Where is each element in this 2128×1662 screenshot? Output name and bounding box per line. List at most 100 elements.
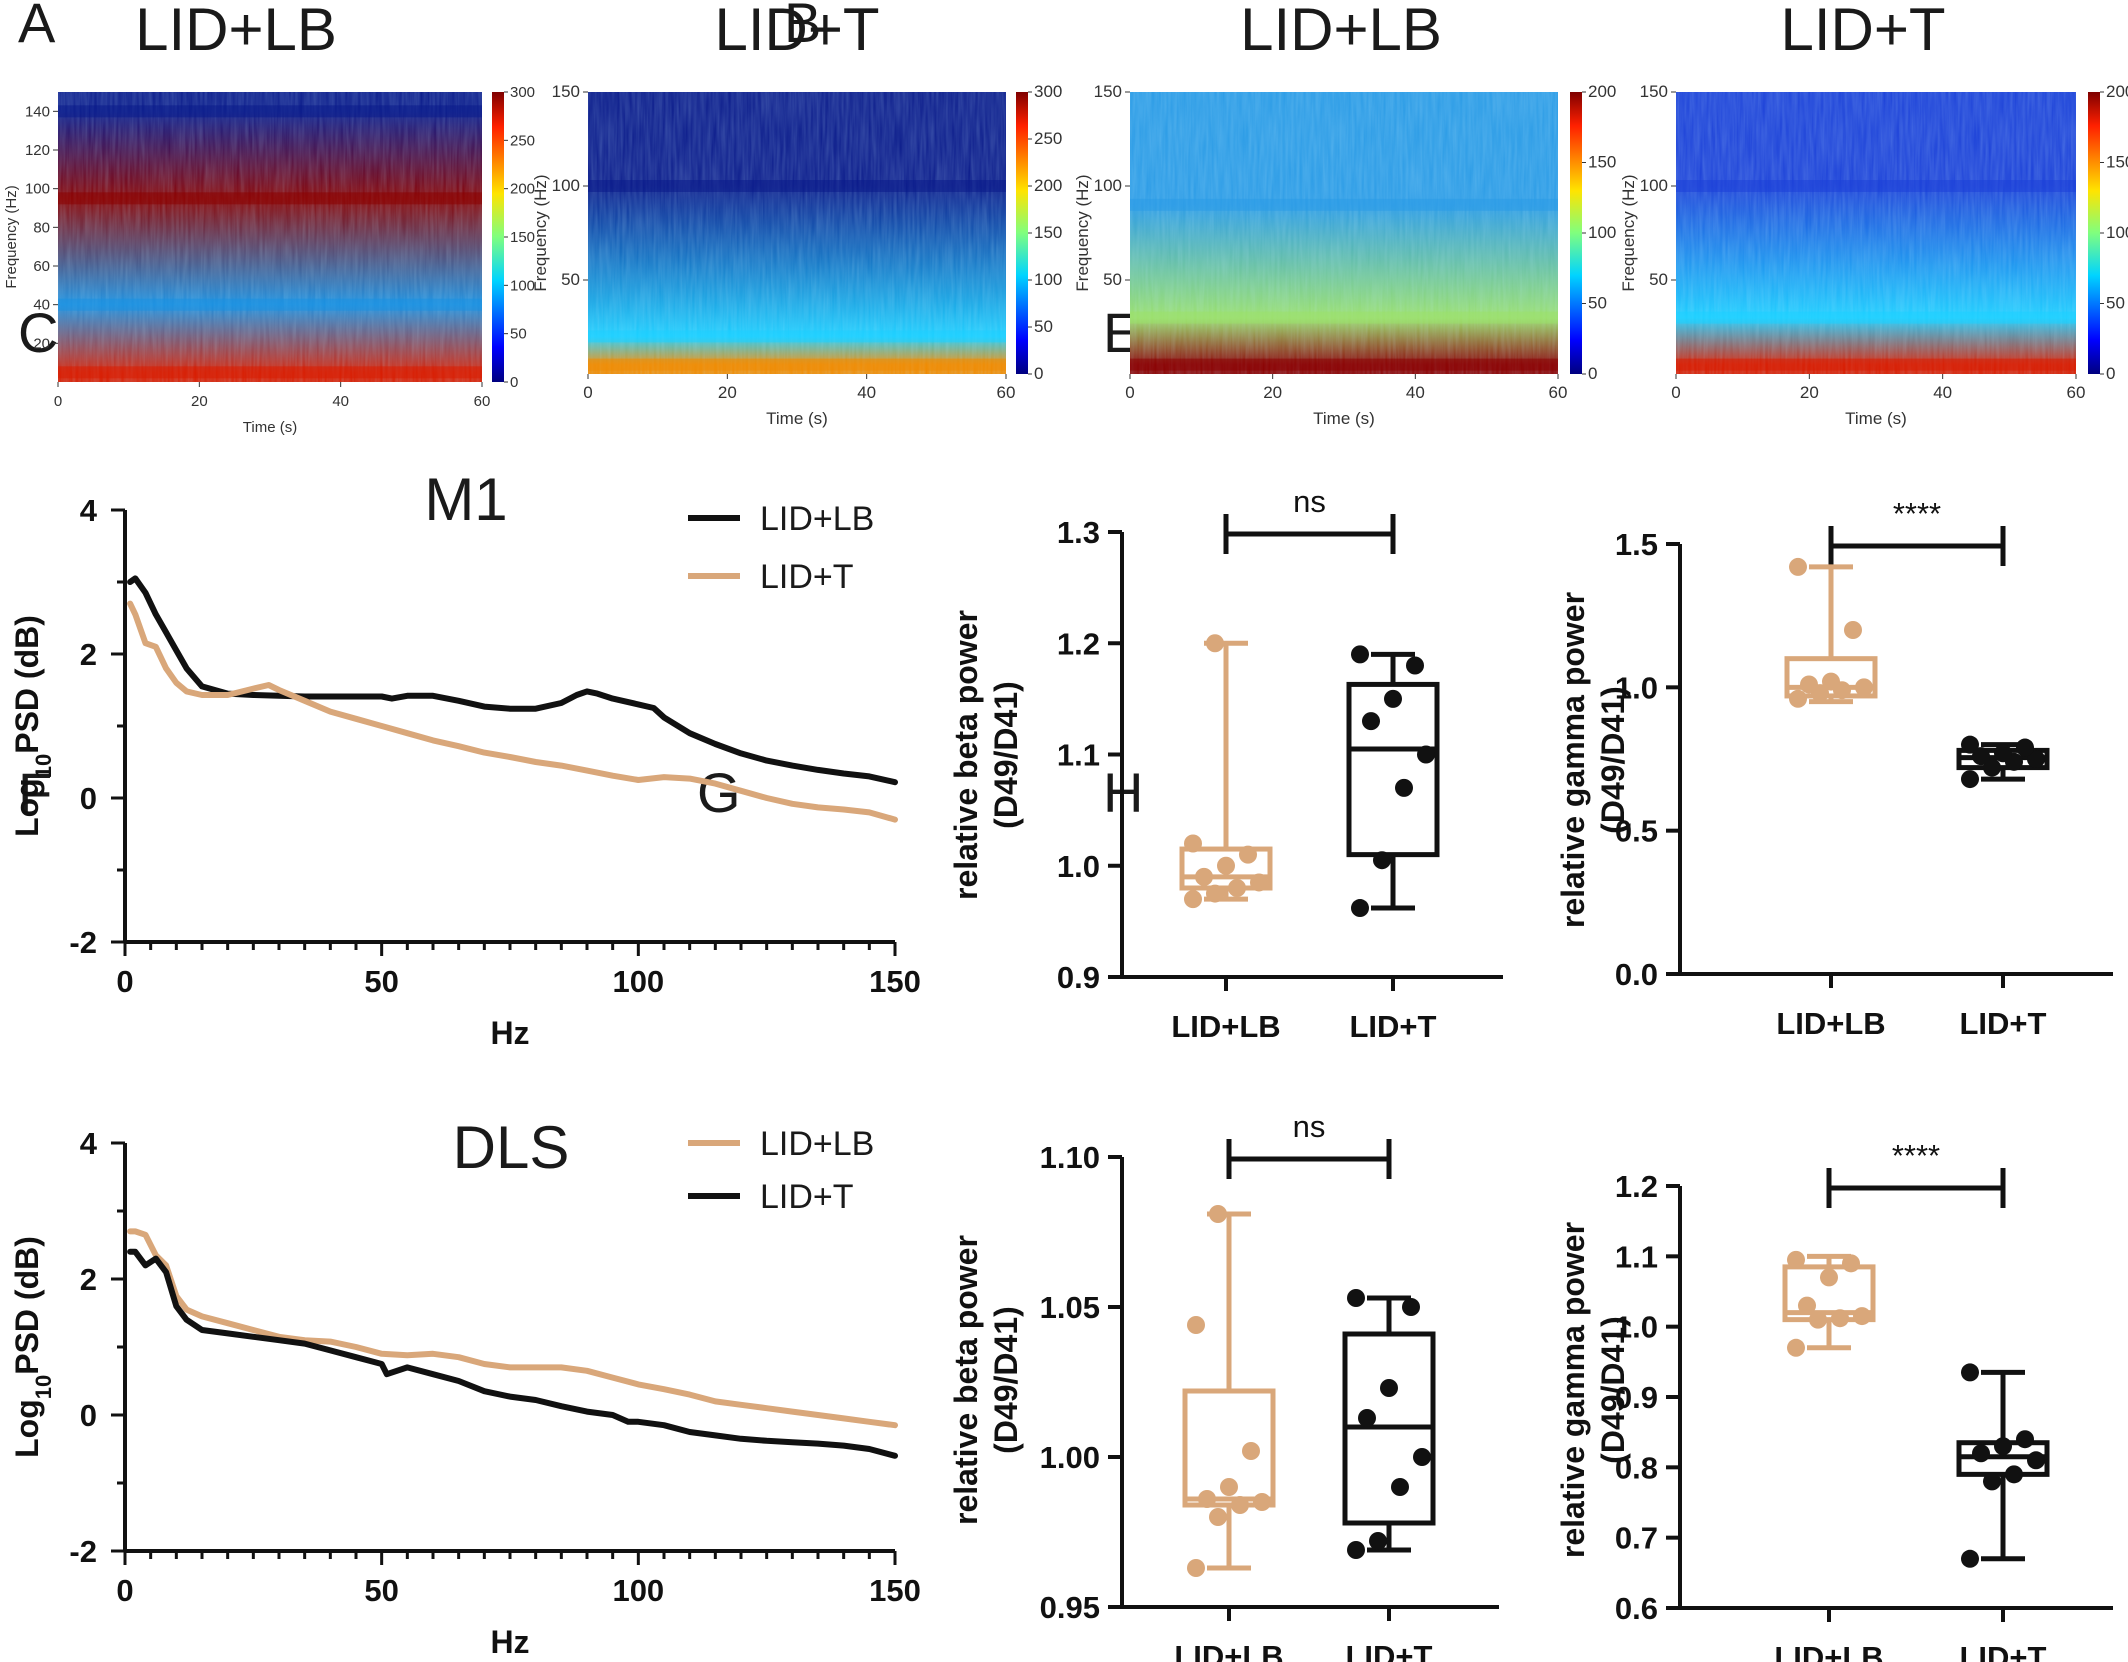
box-plot-g-data-point: [1402, 1298, 1420, 1316]
box-plot-h-data-point: [1972, 1444, 1990, 1463]
box-plot-h-y-tick-label: 1.1: [1615, 1239, 1658, 1274]
heatmap-a-left-colorbar-tick-label: 0: [510, 374, 518, 391]
box-plot-e-y-tick-label: 0.0: [1615, 957, 1658, 992]
line-chart-c-series-lid-t: [127, 600, 898, 823]
box-plot-d-box: [1179, 846, 1273, 891]
box-plot-h-category-label: LID+LB: [1774, 1640, 1883, 1662]
heatmap-a-left-xlabel: Time (s): [243, 419, 297, 436]
box-plot-g-data-point: [1391, 1478, 1409, 1496]
heatmap-b-left-colorbar-tick-label: 100: [1588, 223, 1616, 242]
heatmap-b-left-colorbar-tick-label: 0: [1588, 364, 1597, 383]
heatmap-a-right-x-tick-label: 40: [857, 383, 876, 402]
heatmap-a-left-title: LID+LB: [135, 0, 337, 63]
heatmap-b-left-band-2: [1130, 198, 1558, 211]
box-plot-e-data-point: [1983, 758, 2001, 777]
line-chart-c-x-tick-label: 50: [364, 964, 398, 999]
box-plot-d-data-point: [1184, 890, 1202, 909]
heatmap-a-right-colorbar-tick-label: 250: [1034, 129, 1062, 148]
box-plot-d-data-point: [1206, 634, 1224, 653]
box-plot-h-data-point: [1787, 1250, 1805, 1269]
box-plot-e-data-point: [1972, 747, 1990, 766]
box-plot-h-data-point: [2027, 1451, 2045, 1470]
box-plot-e-data-point: [1789, 557, 1807, 576]
heatmap-a-right-colorbar-tick-label: 50: [1034, 317, 1053, 336]
heatmap-b-right-band-0: [1676, 358, 2076, 371]
box-plot-h-data-point: [1961, 1363, 1979, 1382]
line-chart-f-y-tick-label: -2: [69, 1534, 97, 1569]
box-plot-d-y-tick-label: 0.9: [1057, 960, 1100, 995]
box-plot-e-ylabel-units: (D49/D41): [1595, 686, 1631, 834]
box-plot-g-data-point: [1253, 1493, 1271, 1511]
line-chart-f-y-tick-label: 0: [80, 1398, 97, 1433]
heatmap-b-right-band-2: [1676, 180, 2076, 192]
line-chart-f-title: DLS: [453, 1114, 570, 1181]
line-chart-f-series-lid-t: [127, 1248, 898, 1459]
box-plot-g-data-point: [1187, 1316, 1205, 1334]
heatmap-a-left-colorbar-tick-label: 150: [510, 229, 535, 246]
heatmap-a-left-band-0: [58, 366, 482, 379]
box-plot-e-data-point: [2016, 738, 2034, 757]
heatmap-b-right-x-tick-label: 40: [1933, 383, 1952, 402]
heatmap-a-right-x-tick-label: 20: [718, 383, 737, 402]
box-plot-h-data-point: [1809, 1310, 1827, 1329]
panel-letter-a: A: [18, 0, 56, 54]
panel-letter-b: B: [784, 0, 821, 54]
box-plot-g-data-point: [1380, 1379, 1398, 1397]
box-plot-h-y-tick-label: 0.8: [1615, 1450, 1658, 1485]
heatmap-b-left-band-1: [1130, 311, 1558, 324]
heatmap-a-left-colorbar-tick-label: 50: [510, 326, 527, 343]
heatmap-b-right-band-1: [1676, 311, 2076, 324]
box-plot-e-box: [1784, 656, 1878, 699]
heatmap-b-left-y-tick-label: 100: [1094, 176, 1122, 195]
box-plot-g-y-tick-label: 1.05: [1040, 1290, 1100, 1325]
heatmap-b-right-x-tick-label: 20: [1800, 383, 1819, 402]
box-plot-h-data-point: [1798, 1296, 1816, 1315]
heatmap-b-right-x-tick-label: 60: [2067, 383, 2086, 402]
box-plot-h-data-point: [2005, 1465, 2023, 1484]
heatmap-a-left-colorbar-tick-label: 200: [510, 181, 535, 198]
box-plot-h-data-point: [1787, 1338, 1805, 1357]
box-plot-h-category-label: LID+T: [1960, 1640, 2047, 1662]
heatmap-a-left-x-tick-label: 20: [191, 393, 208, 410]
box-plot-g-data-point: [1347, 1289, 1365, 1307]
box-plot-e-data-point: [1789, 689, 1807, 708]
line-chart-f-ylabel: Log10PSD (dB): [9, 1236, 56, 1458]
heatmap-a-left-band-1: [58, 298, 482, 311]
heatmap-a-left-x-tick-label: 0: [54, 393, 62, 410]
box-plot-h-data-point: [2016, 1430, 2034, 1449]
box-plot-g-category-label: LID+T: [1346, 1639, 1433, 1662]
heatmap-b-right-texture: [1676, 92, 2076, 374]
heatmap-b-left-y-tick-label: 50: [1103, 270, 1122, 289]
box-plot-d-data-point: [1417, 745, 1435, 764]
box-plot-e-category-label: LID+T: [1960, 1006, 2047, 1041]
heatmap-a-right-band-2: [588, 180, 1006, 192]
box-plot-g-data-point: [1358, 1409, 1376, 1427]
heatmap-a-right-colorbar-tick-label: 100: [1034, 270, 1062, 289]
box-plot-g-data-point: [1209, 1508, 1227, 1526]
box-plot-e-y-tick-label: 1.5: [1615, 527, 1658, 562]
box-plot-e-significance-label: ****: [1893, 496, 1941, 531]
box-plot-g-data-point: [1242, 1442, 1260, 1460]
box-plot-g-y-tick-label: 0.95: [1040, 1590, 1100, 1625]
box-plot-g-box: [1182, 1388, 1276, 1508]
box-plot-e-ylabel: relative gamma power: [1555, 592, 1591, 928]
box-plot-e-data-point: [1844, 621, 1862, 639]
box-plot-d-category-label: LID+LB: [1171, 1009, 1280, 1044]
box-plot-h-y-tick-label: 0.9: [1615, 1380, 1658, 1415]
line-chart-c-y-tick-label: 4: [80, 493, 98, 528]
box-plot-e-data-point: [1961, 735, 1979, 754]
line-chart-f-y-tick-label: 2: [80, 1262, 97, 1297]
box-plot-h-ylabel-units: (D49/D41): [1595, 1316, 1631, 1464]
box-plot-g-data-point: [1187, 1559, 1205, 1577]
box-plot-d-ylabel-units: (D49/D41): [988, 681, 1024, 829]
heatmap-a-right-colorbar: [1016, 92, 1028, 374]
box-plot-h-data-point: [1983, 1472, 2001, 1491]
heatmap-a-right-xlabel: Time (s): [766, 409, 828, 428]
heatmap-b-right-xlabel: Time (s): [1845, 409, 1907, 428]
heatmap-a-left-x-tick-label: 40: [332, 393, 349, 410]
line-chart-c-legend-label: LID+LB: [760, 500, 874, 538]
box-plot-e-data-point: [1961, 770, 1979, 789]
box-plot-h-data-point: [1831, 1309, 1849, 1328]
box-plot-g-ylabel-units: (D49/D41): [988, 1306, 1024, 1454]
box-plot-d-data-point: [1217, 856, 1235, 875]
